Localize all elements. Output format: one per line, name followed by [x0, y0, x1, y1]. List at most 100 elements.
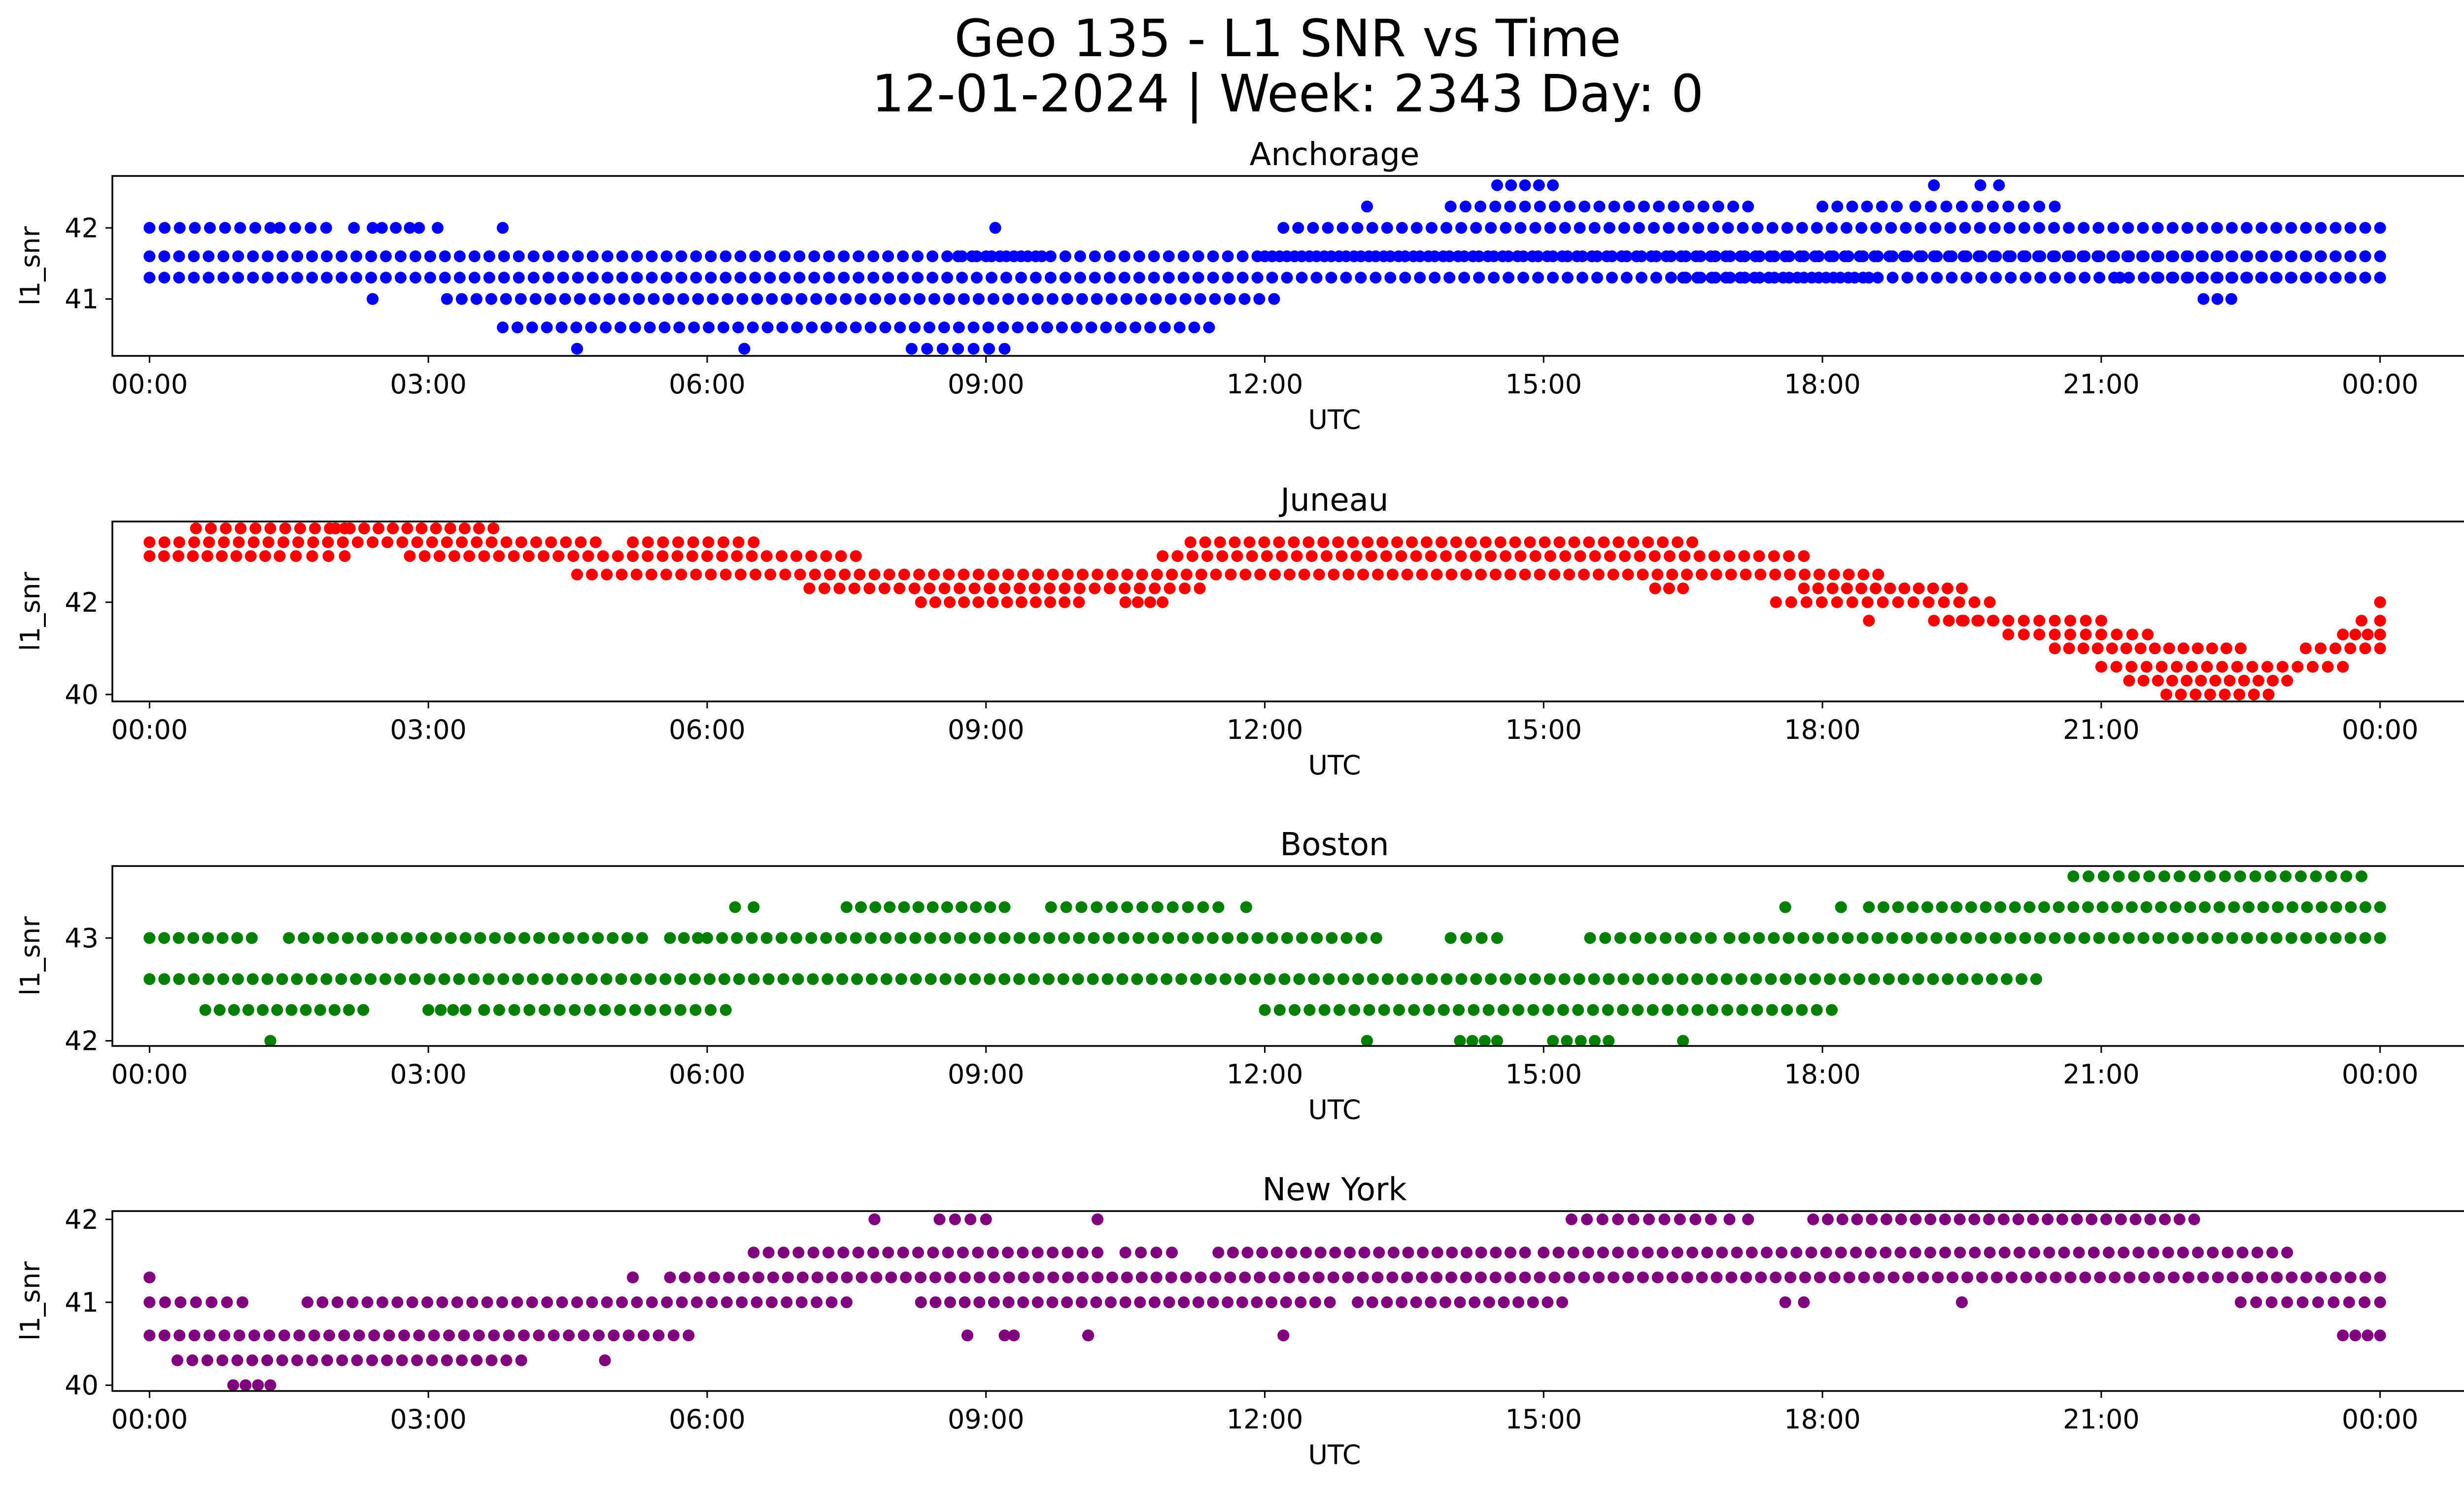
data-point	[2182, 1271, 2194, 1284]
data-point	[1975, 272, 1987, 284]
data-point	[676, 1296, 688, 1308]
data-point	[1121, 1271, 1133, 1284]
data-point	[674, 1004, 686, 1016]
data-point	[2197, 293, 2210, 305]
data-point	[1468, 1004, 1480, 1016]
data-point	[1677, 1004, 1689, 1016]
data-point	[2009, 901, 2021, 913]
data-point	[2315, 222, 2327, 234]
data-point	[926, 901, 939, 913]
data-point	[2128, 870, 2140, 882]
data-point	[1876, 201, 1888, 212]
data-point	[1417, 1247, 1429, 1259]
data-point	[218, 536, 230, 549]
data-point	[277, 536, 289, 549]
data-point	[1562, 272, 1574, 284]
data-point	[205, 1296, 218, 1308]
data-point	[217, 272, 230, 284]
data-point	[868, 1213, 881, 1225]
data-point	[2080, 628, 2092, 641]
data-point	[805, 550, 818, 562]
data-point	[1092, 1213, 1104, 1225]
data-point	[2107, 222, 2120, 234]
data-point	[1482, 1004, 1495, 1016]
data-point	[2020, 1271, 2032, 1284]
data-point	[1750, 973, 1762, 985]
data-point	[867, 272, 880, 284]
data-point	[1243, 536, 1256, 549]
data-point	[1407, 250, 1420, 262]
data-point	[1928, 250, 1940, 262]
data-point	[1310, 272, 1323, 284]
data-point	[983, 343, 995, 355]
data-point	[1651, 1271, 1664, 1284]
data-point	[2374, 628, 2386, 641]
data-point	[1410, 550, 1422, 562]
data-point	[612, 550, 624, 562]
data-point	[833, 582, 846, 594]
data-point	[2272, 901, 2284, 913]
data-point	[792, 1247, 805, 1259]
data-point	[542, 250, 554, 262]
data-point	[1572, 1004, 1584, 1016]
data-point	[767, 1271, 779, 1284]
data-point	[703, 321, 715, 334]
data-point	[2204, 689, 2216, 700]
data-point	[1708, 550, 1720, 562]
data-point	[823, 568, 836, 581]
data-point	[1031, 293, 1044, 305]
x-tick-label: 09:00	[948, 1059, 1025, 1090]
data-point	[203, 973, 215, 985]
data-point	[1734, 272, 1746, 284]
data-point	[2166, 250, 2178, 262]
data-point	[2219, 870, 2231, 882]
data-point	[2345, 901, 2357, 913]
data-point	[1479, 536, 1492, 549]
data-point	[1288, 536, 1300, 549]
data-point	[1960, 272, 1973, 284]
data-point	[1425, 550, 1437, 562]
data-point	[2285, 272, 2297, 284]
data-point	[751, 293, 763, 305]
data-point	[2166, 674, 2178, 687]
data-point	[302, 1296, 313, 1308]
data-point	[702, 536, 715, 549]
data-point	[2238, 674, 2250, 687]
data-point	[489, 932, 501, 944]
data-point	[972, 1247, 984, 1259]
data-point	[970, 901, 982, 913]
data-point	[701, 932, 713, 944]
data-point	[1216, 550, 1229, 562]
data-point	[1149, 582, 1161, 594]
data-point	[1822, 1213, 1834, 1225]
data-point	[2113, 870, 2125, 882]
data-point	[973, 1271, 986, 1284]
data-point	[746, 550, 758, 562]
data-point	[933, 1213, 946, 1225]
data-point	[468, 272, 480, 284]
data-point	[1660, 250, 1673, 262]
data-point	[1089, 250, 1101, 262]
data-point	[1295, 1296, 1307, 1308]
data-point	[1898, 582, 1911, 594]
data-point	[1677, 272, 1689, 284]
data-point	[614, 1004, 626, 1016]
figure-subtitle: 12-01-2024 | Week: 2343 Day: 0	[871, 64, 1704, 124]
data-point	[1144, 321, 1156, 334]
data-point	[1311, 932, 1323, 944]
data-point	[958, 1296, 971, 1308]
data-point	[1846, 201, 1858, 212]
data-point	[328, 1004, 341, 1016]
data-point	[586, 250, 599, 262]
data-point	[1913, 250, 1925, 262]
data-point	[708, 1271, 720, 1284]
data-point	[1028, 582, 1041, 594]
data-point	[1815, 596, 1828, 608]
data-point	[1983, 1213, 1995, 1225]
data-point	[952, 250, 964, 262]
data-point	[439, 272, 451, 284]
data-point	[1723, 550, 1736, 562]
data-point	[692, 932, 704, 944]
data-point	[2189, 870, 2201, 882]
data-point	[1266, 272, 1278, 284]
